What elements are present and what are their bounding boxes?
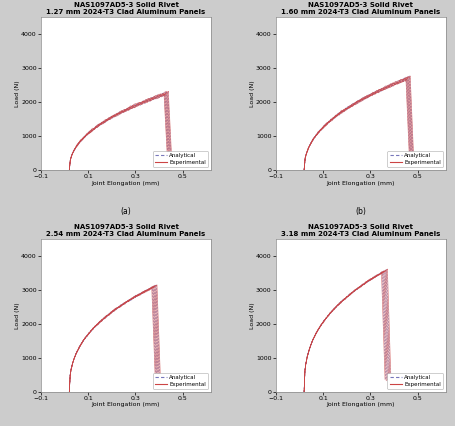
Y-axis label: Load (N): Load (N) — [15, 80, 20, 107]
X-axis label: Joint Elongation (mm): Joint Elongation (mm) — [92, 403, 160, 408]
X-axis label: Joint Elongation (mm): Joint Elongation (mm) — [327, 181, 395, 186]
Title: NAS1097AD5-3 Solid Rivet
2.54 mm 2024-T3 Clad Aluminum Panels: NAS1097AD5-3 Solid Rivet 2.54 mm 2024-T3… — [46, 224, 206, 237]
Y-axis label: Load (N): Load (N) — [250, 302, 254, 329]
Title: NAS1097AD5-3 Solid Rivet
3.18 mm 2024-T3 Clad Aluminum Panels: NAS1097AD5-3 Solid Rivet 3.18 mm 2024-T3… — [281, 224, 440, 237]
Title: NAS1097AD5-3 Solid Rivet
1.27 mm 2024-T3 Clad Aluminum Panels: NAS1097AD5-3 Solid Rivet 1.27 mm 2024-T3… — [46, 2, 206, 15]
Y-axis label: Load (N): Load (N) — [15, 302, 20, 329]
X-axis label: Joint Elongation (mm): Joint Elongation (mm) — [92, 181, 160, 186]
Y-axis label: Load (N): Load (N) — [250, 80, 254, 107]
Legend: Analytical, Experimental: Analytical, Experimental — [388, 373, 443, 389]
Legend: Analytical, Experimental: Analytical, Experimental — [153, 151, 208, 167]
Text: (b): (b) — [355, 207, 366, 216]
Title: NAS1097AD5-3 Solid Rivet
1.60 mm 2024-T3 Clad Aluminum Panels: NAS1097AD5-3 Solid Rivet 1.60 mm 2024-T3… — [281, 2, 440, 15]
Text: (a): (a) — [121, 207, 131, 216]
Legend: Analytical, Experimental: Analytical, Experimental — [388, 151, 443, 167]
X-axis label: Joint Elongation (mm): Joint Elongation (mm) — [327, 403, 395, 408]
Legend: Analytical, Experimental: Analytical, Experimental — [153, 373, 208, 389]
